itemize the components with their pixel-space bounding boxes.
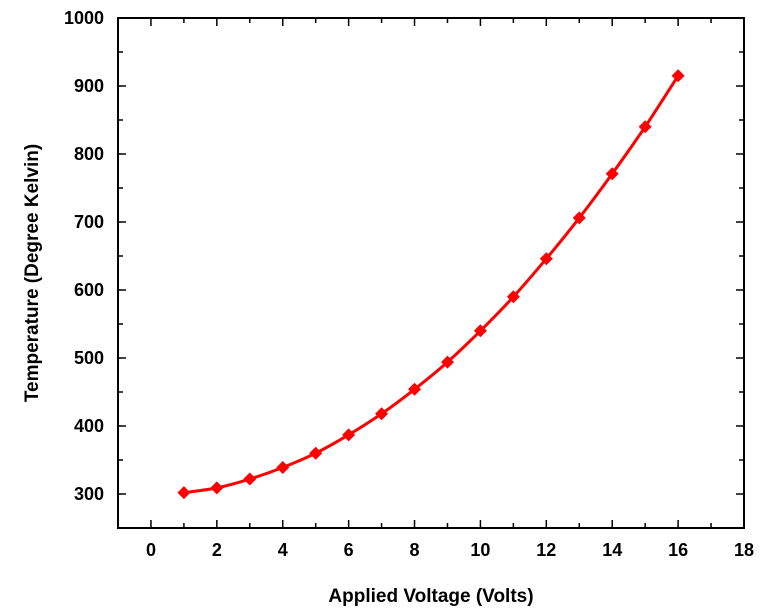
x-axis-ticks: 0 2 4 6 8 10 12 14 16 18 bbox=[117, 18, 754, 560]
y-tick-label: 900 bbox=[74, 76, 104, 96]
data-point bbox=[605, 167, 619, 181]
data-point bbox=[342, 428, 356, 442]
y-tick-label: 500 bbox=[74, 348, 104, 368]
y-tick-label: 400 bbox=[74, 416, 104, 436]
plot-frame bbox=[117, 17, 745, 529]
data-point bbox=[309, 446, 323, 460]
x-tick-label: 18 bbox=[734, 540, 754, 560]
x-tick-label: 8 bbox=[410, 540, 420, 560]
x-tick-label: 14 bbox=[602, 540, 622, 560]
x-tick-label: 0 bbox=[146, 540, 156, 560]
y-tick-label: 300 bbox=[74, 484, 104, 504]
data-point bbox=[375, 407, 389, 421]
data-point bbox=[671, 69, 685, 83]
data-point bbox=[638, 120, 652, 134]
data-point bbox=[539, 252, 553, 266]
data-point bbox=[408, 382, 422, 396]
x-tick-label: 10 bbox=[470, 540, 490, 560]
y-tick-label: 800 bbox=[74, 144, 104, 164]
data-point bbox=[243, 472, 257, 486]
x-tick-label: 6 bbox=[344, 540, 354, 560]
x-tick-label: 16 bbox=[668, 540, 688, 560]
data-series bbox=[177, 69, 685, 500]
x-axis-title: Applied Voltage (Volts) bbox=[328, 586, 533, 607]
data-point bbox=[177, 486, 191, 500]
x-tick-label: 2 bbox=[212, 540, 222, 560]
data-point bbox=[506, 290, 520, 304]
data-point bbox=[473, 324, 487, 338]
series-line bbox=[183, 74, 680, 495]
x-tick-label: 4 bbox=[278, 540, 288, 560]
data-point bbox=[440, 355, 454, 369]
data-point bbox=[210, 481, 224, 495]
y-axis-title: Temperature (Degree Kelvin) bbox=[22, 144, 43, 402]
y-axis-ticks: 300 400 500 600 700 800 900 1000 bbox=[64, 8, 744, 529]
x-tick-label: 12 bbox=[536, 540, 556, 560]
y-tick-label: 1000 bbox=[64, 8, 104, 28]
data-point bbox=[572, 211, 586, 225]
y-tick-label: 700 bbox=[74, 212, 104, 232]
data-point bbox=[276, 460, 290, 474]
y-tick-label: 600 bbox=[74, 280, 104, 300]
